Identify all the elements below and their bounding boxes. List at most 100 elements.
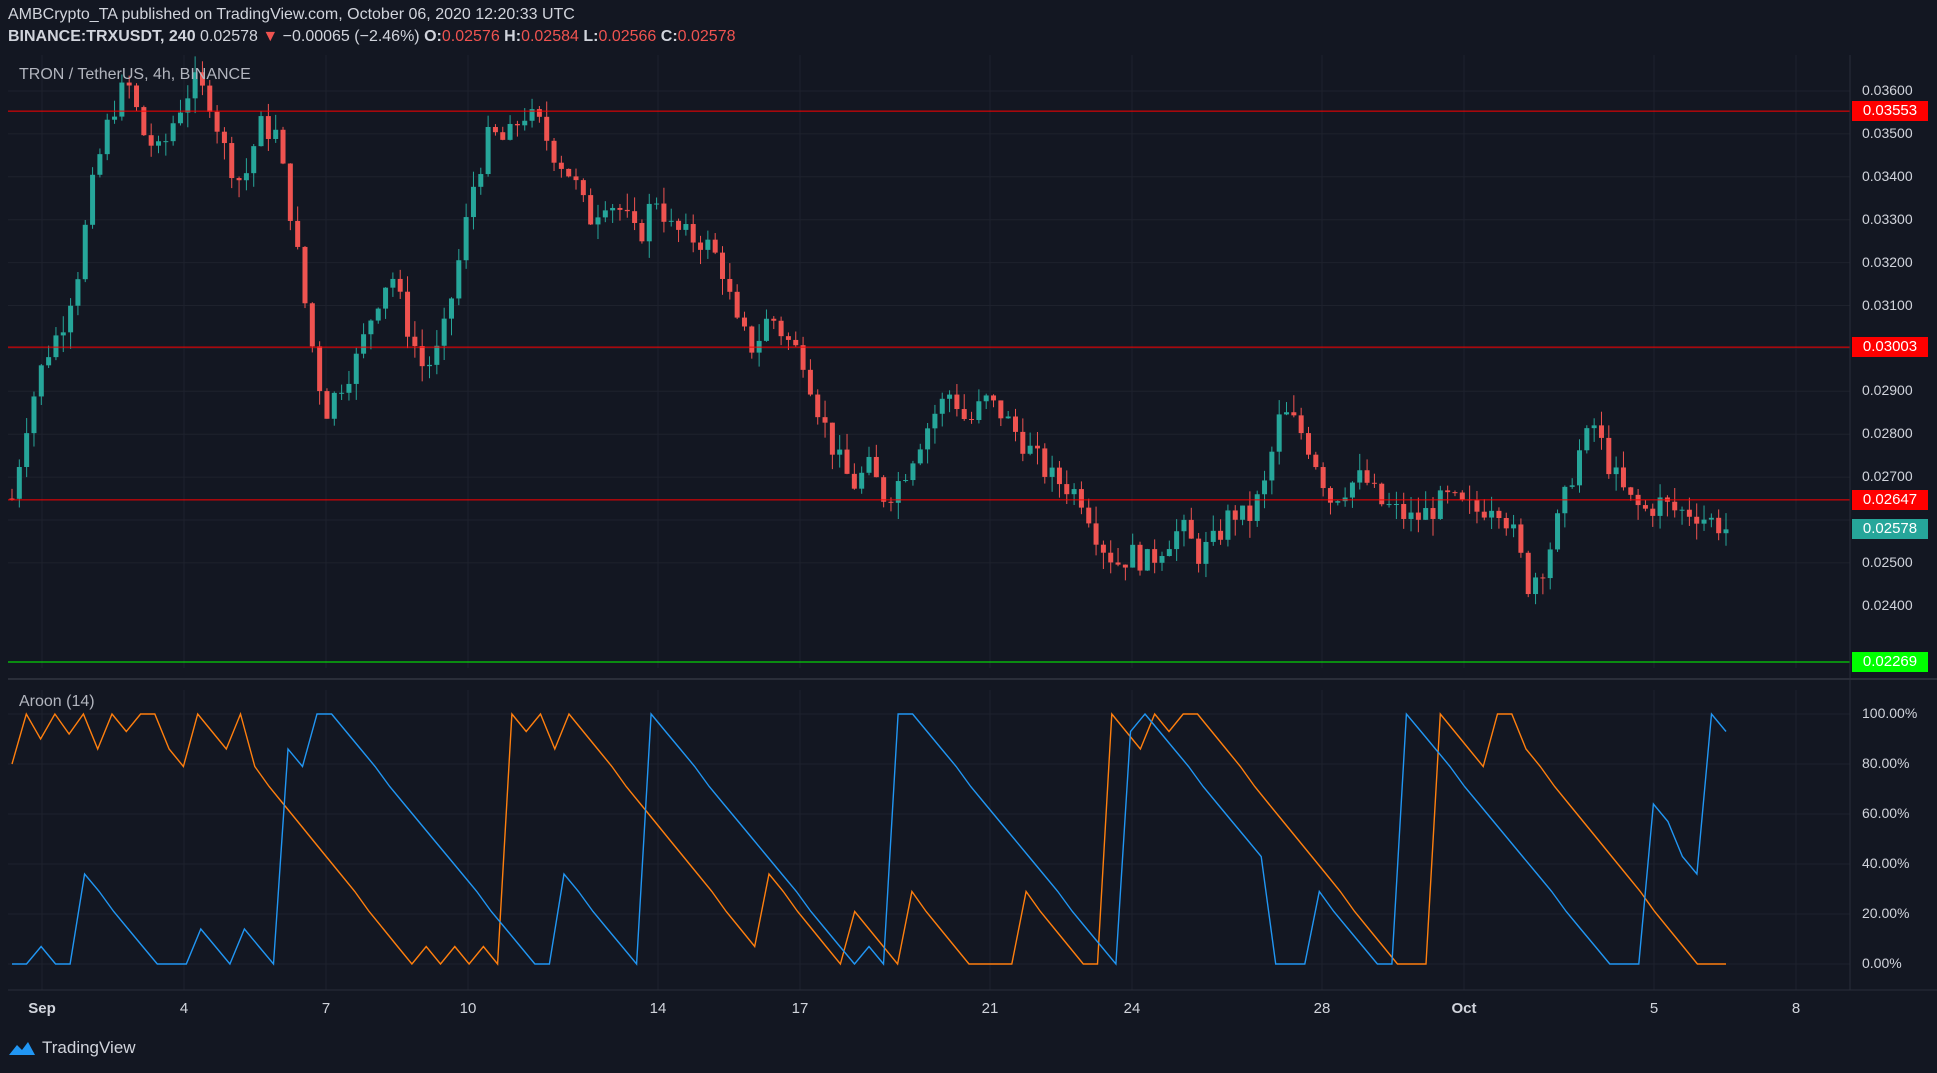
candle-body bbox=[1364, 470, 1370, 483]
price-axis-label: 0.02700 bbox=[1862, 468, 1913, 485]
candle-body bbox=[544, 116, 550, 141]
candle-body bbox=[353, 353, 359, 384]
candle-body bbox=[434, 345, 440, 365]
candle-body bbox=[1511, 524, 1517, 529]
candle-body bbox=[141, 107, 147, 136]
candle-body bbox=[1415, 512, 1421, 520]
candle-body bbox=[1642, 505, 1648, 509]
candle-body bbox=[112, 116, 118, 120]
last-price: 0.02578 bbox=[200, 28, 258, 45]
candle-body bbox=[1694, 516, 1700, 524]
price-axis-label: 0.03600 bbox=[1862, 82, 1913, 98]
candle-body bbox=[346, 383, 352, 393]
candle-body bbox=[815, 394, 821, 418]
candle-body bbox=[287, 163, 293, 221]
price-axis-label: 0.03200 bbox=[1862, 253, 1913, 270]
aroon-down-line bbox=[12, 712, 1727, 966]
candle-body bbox=[1474, 500, 1480, 512]
tradingview-logo-icon bbox=[9, 1042, 35, 1055]
candle-body bbox=[1723, 529, 1729, 534]
candle-body bbox=[1108, 552, 1114, 563]
level-price-tag[interactable]: 0.03553 bbox=[1852, 101, 1928, 122]
candle-body bbox=[448, 298, 454, 319]
candle-body bbox=[712, 239, 718, 253]
candle-body bbox=[983, 395, 989, 402]
candle-body bbox=[1152, 549, 1158, 563]
candle-body bbox=[38, 365, 44, 397]
level-price-tag[interactable]: 0.02269 bbox=[1852, 651, 1928, 672]
candle-body bbox=[807, 369, 813, 395]
candle-body bbox=[976, 401, 982, 420]
candle-body bbox=[1386, 504, 1392, 506]
candle-body bbox=[441, 318, 447, 346]
candle-body bbox=[9, 498, 15, 500]
candle-body bbox=[1452, 492, 1458, 494]
candle-body bbox=[800, 345, 806, 370]
candle-body bbox=[1423, 508, 1429, 520]
candle-body bbox=[1335, 501, 1341, 503]
candle-body bbox=[1437, 490, 1443, 519]
candle-body bbox=[1620, 467, 1626, 488]
candle-body bbox=[1166, 549, 1172, 557]
candle-body bbox=[60, 332, 66, 336]
tradingview-brand[interactable]: TradingView bbox=[8, 1038, 136, 1058]
candle-body bbox=[822, 417, 828, 423]
candle-body bbox=[1020, 431, 1026, 454]
candle-body bbox=[1056, 467, 1062, 485]
symbol: BINANCE:TRXUSDT, 240 bbox=[8, 28, 196, 45]
price-axis-label: 0.03500 bbox=[1862, 124, 1913, 141]
candle-body bbox=[1686, 509, 1692, 517]
candle-body bbox=[991, 395, 997, 401]
candle-body bbox=[632, 211, 638, 223]
candle-body bbox=[1086, 507, 1092, 524]
candle-body bbox=[1584, 428, 1590, 451]
candle-body bbox=[1628, 487, 1634, 495]
aroon-up-line bbox=[11, 711, 1726, 966]
candle-body bbox=[1496, 510, 1502, 519]
candle-body bbox=[522, 120, 528, 126]
level-price-tag[interactable]: 0.03003 bbox=[1852, 337, 1928, 358]
candle-body bbox=[1181, 519, 1187, 532]
candle-body bbox=[104, 119, 110, 155]
candle-body bbox=[280, 129, 286, 164]
high-label: H: bbox=[504, 28, 522, 45]
candle-body bbox=[199, 72, 205, 86]
down-arrow-icon: ▼ bbox=[262, 28, 279, 45]
grid bbox=[8, 55, 1850, 990]
candle-body bbox=[405, 291, 411, 337]
symbol-line: BINANCE:TRXUSDT, 240 0.02578 ▼ −0.00065 … bbox=[8, 26, 736, 48]
time-axis-label: Sep bbox=[28, 1000, 56, 1017]
current-price-tag[interactable]: 0.02578 bbox=[1852, 519, 1928, 540]
candle-body bbox=[273, 129, 279, 139]
candle-body bbox=[331, 392, 337, 419]
candle-body bbox=[969, 419, 975, 421]
candle-body bbox=[46, 357, 52, 366]
candle-body bbox=[1327, 488, 1333, 503]
candle-body bbox=[610, 207, 616, 211]
time-axis-label: 7 bbox=[321, 1000, 331, 1017]
candle-body bbox=[397, 278, 403, 292]
candle-body bbox=[1232, 510, 1238, 520]
candle-body bbox=[1005, 416, 1011, 419]
aroon-legend[interactable]: Aroon (14) bbox=[19, 693, 95, 710]
candle-body bbox=[873, 456, 879, 478]
price-axis-label: 0.02500 bbox=[1862, 553, 1913, 570]
brand-label: TradingView bbox=[42, 1038, 136, 1057]
main-legend[interactable]: TRON / TetherUS, 4h, BINANCE bbox=[19, 66, 251, 83]
price-axis-label: 0.03300 bbox=[1862, 210, 1913, 227]
candle-body bbox=[1298, 415, 1304, 434]
level-price-tag[interactable]: 0.02647 bbox=[1852, 489, 1928, 510]
candle-body bbox=[720, 252, 726, 279]
candle-body bbox=[866, 456, 872, 473]
candle-body bbox=[749, 326, 755, 353]
candle-body bbox=[1569, 485, 1575, 487]
candle-body bbox=[588, 195, 594, 225]
candle-body bbox=[1650, 508, 1656, 516]
candle-body bbox=[1525, 552, 1531, 595]
candle-body bbox=[1210, 530, 1216, 542]
candle-body bbox=[185, 98, 191, 113]
candle-body bbox=[463, 217, 469, 261]
candle-body bbox=[1159, 556, 1165, 563]
candle-body bbox=[1071, 489, 1077, 495]
